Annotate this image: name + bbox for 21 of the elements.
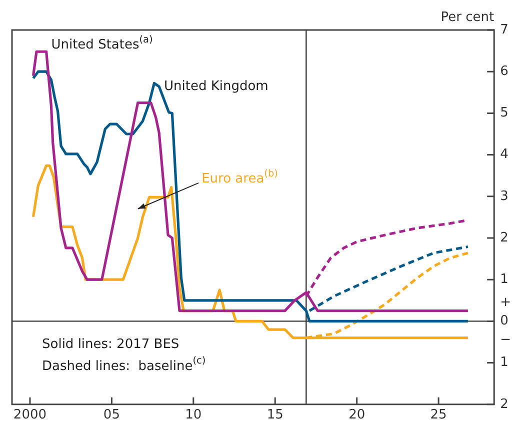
- x-tick-label: 25: [430, 408, 447, 423]
- y-tick-label: 1: [500, 272, 508, 287]
- annotation: Solid lines: 2017 BES: [42, 336, 180, 352]
- y-tick-label: 0: [500, 314, 508, 329]
- y-tick-label: 1: [500, 355, 508, 370]
- y-tick-label: 2: [500, 230, 508, 246]
- y-tick-label: +: [500, 294, 512, 310]
- x-tick-label: 10: [185, 408, 202, 423]
- x-tick-label: 20: [348, 408, 366, 423]
- y-tick-label: 5: [500, 106, 508, 121]
- x-tick-label: 05: [103, 408, 120, 423]
- y-tick-label: 3: [500, 188, 508, 204]
- x-tick-label: 15: [266, 408, 284, 423]
- x-tick-label: 2000: [13, 408, 47, 423]
- y-tick-label: 2: [500, 396, 508, 412]
- y-tick-label: 4: [500, 147, 508, 162]
- y-tick-label: 6: [500, 64, 508, 79]
- series-label: United Kingdom: [164, 78, 268, 94]
- y-axis-title: Per cent: [440, 10, 494, 25]
- y-tick-label: −: [500, 332, 512, 348]
- y-tick-label: 7: [500, 22, 508, 38]
